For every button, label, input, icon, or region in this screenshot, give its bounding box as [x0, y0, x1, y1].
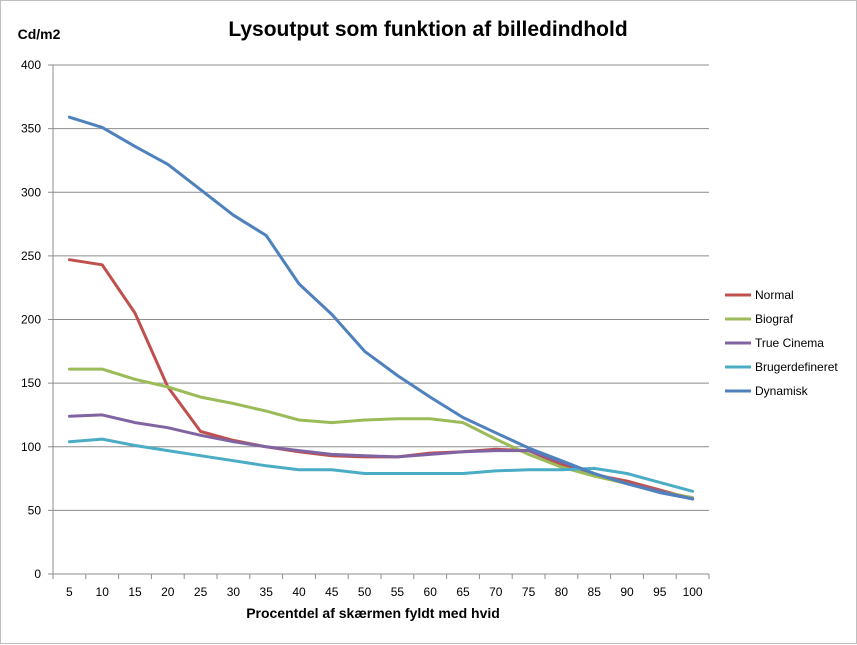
x-tick-label: 50: [358, 585, 372, 599]
x-tick-label: 70: [489, 585, 503, 599]
x-tick-label: 55: [391, 585, 405, 599]
legend: Normal Biograf True Cinema Brugerdefineret D…: [725, 288, 838, 398]
y-tick-label: 400: [21, 58, 41, 72]
x-tick-label: 10: [96, 585, 110, 599]
y-tick-labels: 0 50 100 150 200 250 300 350 400: [21, 58, 41, 581]
x-tick-label: 85: [588, 585, 602, 599]
x-tick-label: 75: [522, 585, 536, 599]
x-tick-label: 65: [456, 585, 470, 599]
x-tick-label: 45: [325, 585, 339, 599]
x-tick-label: 5: [66, 585, 73, 599]
series-line-true-cinema: [67, 413, 695, 501]
x-tick-label: 35: [260, 585, 274, 599]
legend-label: Normal: [755, 288, 794, 302]
legend-label: True Cinema: [755, 336, 824, 350]
x-tick-label: 30: [227, 585, 241, 599]
x-tick-label: 60: [424, 585, 438, 599]
y-tick-label: 50: [28, 503, 42, 517]
y-axis-title: Cd/m2: [18, 26, 61, 42]
legend-label: Biograf: [755, 312, 794, 326]
y-tick-label: 300: [21, 185, 41, 199]
gridlines: [53, 64, 709, 511]
x-tick-label: 95: [653, 585, 667, 599]
y-tick-label: 100: [21, 440, 41, 454]
series-lines: [67, 115, 695, 501]
series-line-biograf: [67, 367, 695, 500]
x-axis-title: Procentdel af skærmen fyldt med hvid: [246, 605, 500, 621]
series-line-brugerdefineret: [67, 437, 695, 493]
series-line-dynamisk: [67, 115, 695, 501]
x-tick-label: 40: [292, 585, 306, 599]
legend-label: Brugerdefineret: [755, 360, 838, 374]
y-tick-label: 150: [21, 376, 41, 390]
x-tick-label: 90: [620, 585, 634, 599]
y-tick-label: 350: [21, 122, 41, 136]
y-tick-label: 250: [21, 249, 41, 263]
axes: [48, 64, 710, 579]
x-tick-labels: 5 10 15 20 25 30 35 40 45 50 55 60 65 70 75 80 85 90 95 100: [66, 585, 703, 599]
series-line-normal: [67, 258, 695, 501]
x-tick-label: 25: [194, 585, 208, 599]
x-tick-label: 100: [683, 585, 703, 599]
y-tick-label: 200: [21, 313, 41, 327]
x-tick-label: 20: [161, 585, 175, 599]
x-tick-label: 80: [555, 585, 569, 599]
x-tick-label: 15: [128, 585, 142, 599]
legend-label: Dynamisk: [755, 384, 809, 398]
y-tick-label: 0: [34, 567, 41, 581]
chart-title: Lysoutput som funktion af billedindhold: [228, 18, 627, 41]
